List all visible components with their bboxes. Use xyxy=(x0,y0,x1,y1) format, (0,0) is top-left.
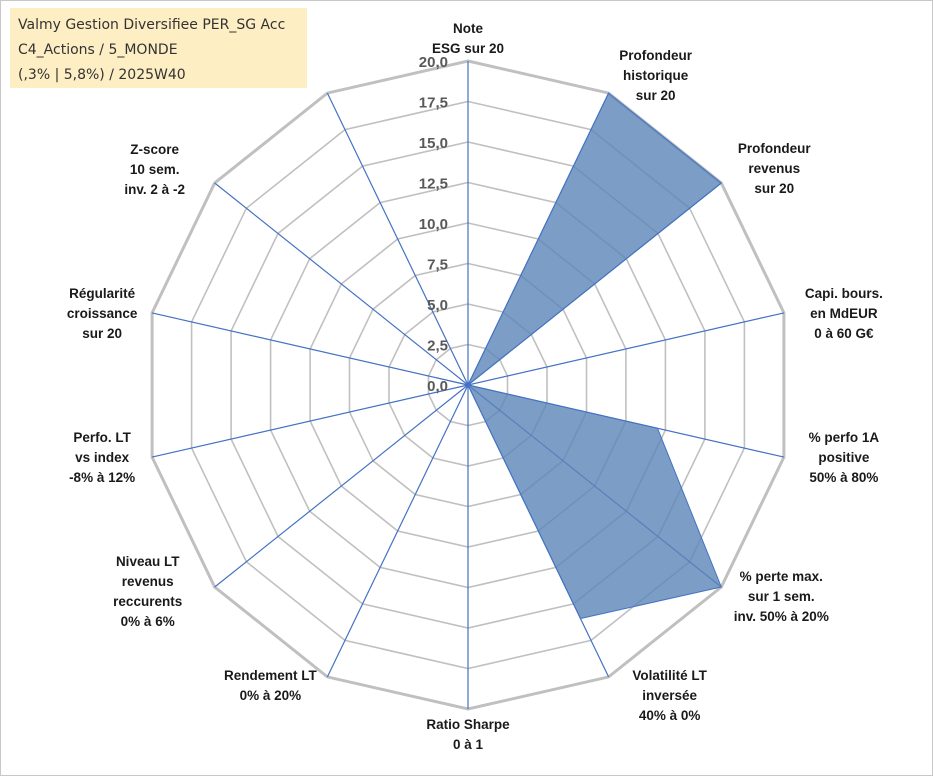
axis-label-line: ESG sur 20 xyxy=(432,41,504,56)
axis-label-line: Profondeur xyxy=(619,48,692,63)
spoke-3 xyxy=(467,312,785,386)
axis-label-line: 10 sem. xyxy=(130,162,180,177)
axis-label-line: Ratio Sharpe xyxy=(426,717,510,732)
axis-label-line: 50% à 80% xyxy=(809,470,878,485)
chart-title-line-3: (,3% | 5,8%) / 2025W40 xyxy=(18,67,186,83)
axis-label-line: 0 à 60 G€ xyxy=(814,326,874,341)
axis-label-0: Note ESG sur 20 xyxy=(432,21,504,56)
axis-label-line: Profondeur xyxy=(738,141,811,156)
chart-title-line-1: Valmy Gestion Diversifiee PER_SG Acc xyxy=(18,17,286,33)
tick-label: 15,0 xyxy=(419,135,448,152)
axis-label-line: Note xyxy=(453,21,483,36)
axis-label-8: Rendement LT 0% à 20% xyxy=(224,668,318,703)
axis-label-line: Rendement LT xyxy=(224,668,318,683)
axis-label-line: sur 20 xyxy=(754,181,794,196)
axis-label-line: vs index xyxy=(75,450,130,465)
axis-label-line: Régularité xyxy=(69,286,136,301)
tick-label: 5,0 xyxy=(427,297,448,314)
axis-label-line: positive xyxy=(818,450,870,465)
spoke-9 xyxy=(214,384,469,588)
axis-label-line: Z-score xyxy=(130,142,179,157)
axis-label-line: Perfo. LT xyxy=(73,430,131,445)
axis-label-line: inv. 2 à -2 xyxy=(124,182,185,197)
axis-label-line: Capi. bours. xyxy=(805,286,883,301)
tick-label: 10,0 xyxy=(419,216,448,233)
axis-label-11: Régularité croissance sur 20 xyxy=(67,286,138,341)
spoke-11 xyxy=(151,312,469,386)
axis-label-4: % perfo 1A positive 50% à 80% xyxy=(809,430,880,485)
axis-label-line: 40% à 0% xyxy=(639,708,701,723)
axis-label-line: inv. 50% à 20% xyxy=(734,609,829,624)
axis-label-line: croissance xyxy=(67,306,138,321)
axis-label-line: en MdEUR xyxy=(810,306,878,321)
spoke-13 xyxy=(326,92,469,386)
axis-label-line: revenus xyxy=(748,161,800,176)
axis-label-7: Ratio Sharpe 0 à 1 xyxy=(426,717,510,752)
tick-label: 20,0 xyxy=(419,54,448,71)
axis-label-6: Volatilité LT inversée 40% à 0% xyxy=(632,668,707,723)
tick-label: 12,5 xyxy=(419,176,448,193)
axis-label-line: sur 20 xyxy=(82,326,122,341)
chart-title-box: Valmy Gestion Diversifiee PER_SG Acc C4_… xyxy=(10,8,307,88)
spoke-10 xyxy=(151,384,469,458)
axis-label-line: revenus xyxy=(122,574,174,589)
spoke-12 xyxy=(214,182,469,386)
spoke-8 xyxy=(326,384,469,678)
axis-label-line: sur 1 sem. xyxy=(748,589,815,604)
axis-label-line: Volatilité LT xyxy=(632,668,707,683)
tick-label: 7,5 xyxy=(427,257,448,274)
axis-label-line: 0% à 6% xyxy=(121,614,175,629)
axis-label-line: 0% à 20% xyxy=(240,688,302,703)
tick-label: 17,5 xyxy=(419,95,448,112)
axis-label-9: Niveau LT revenus reccurents 0% à 6% xyxy=(113,554,182,629)
tick-label: 2,5 xyxy=(427,338,448,355)
axis-label-10: Perfo. LT vs index -8% à 12% xyxy=(69,430,135,485)
axis-label-2: Profondeur revenus sur 20 xyxy=(738,141,811,196)
axis-label-line: historique xyxy=(623,68,689,83)
axis-label-5: % perte max. sur 1 sem. inv. 50% à 20% xyxy=(734,569,829,624)
axis-label-line: Niveau LT xyxy=(116,554,180,569)
tick-label: 0,0 xyxy=(427,378,448,395)
axis-label-line: reccurents xyxy=(113,594,182,609)
axis-label-line: % perte max. xyxy=(740,569,823,584)
chart-title-line-2: C4_Actions / 5_MONDE xyxy=(18,42,178,58)
axis-label-line: 0 à 1 xyxy=(453,737,484,752)
axis-label-12: Z-score 10 sem. inv. 2 à -2 xyxy=(124,142,185,197)
axis-label-1: Profondeur historique sur 20 xyxy=(619,48,692,103)
axis-label-line: sur 20 xyxy=(636,88,676,103)
axis-label-line: % perfo 1A xyxy=(809,430,880,445)
axis-label-3: Capi. bours. en MdEUR 0 à 60 G€ xyxy=(805,286,883,341)
axis-label-line: -8% à 12% xyxy=(69,470,135,485)
axis-label-line: inversée xyxy=(642,688,697,703)
series-area xyxy=(436,92,723,620)
